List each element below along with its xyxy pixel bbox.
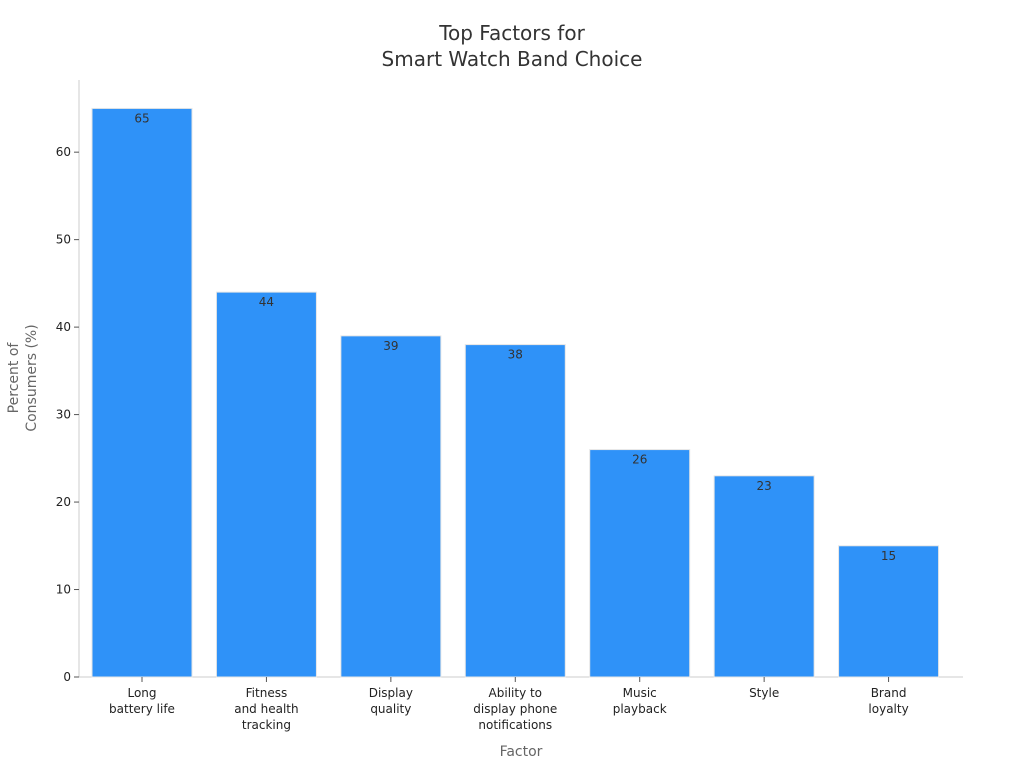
x-tick-label-line: Music xyxy=(623,686,657,700)
x-tick-label: Brand loyalty xyxy=(868,686,908,716)
bar xyxy=(838,545,940,678)
bar xyxy=(713,475,815,678)
x-tick-label-line: Long xyxy=(127,686,156,700)
x-tick-label-line: Brand xyxy=(871,686,907,700)
x-tick-label-line: Display xyxy=(369,686,413,700)
bar xyxy=(91,107,193,678)
x-tick-label: Ability to display phone notifications xyxy=(473,686,557,732)
x-tick-label-line: tracking xyxy=(242,718,291,732)
bar-data-label: 39 xyxy=(383,339,398,353)
x-tick-label: Style xyxy=(749,686,779,700)
y-tick-label: 30 xyxy=(56,408,71,422)
y-tick-label: 60 xyxy=(56,145,71,159)
bar-data-label: 15 xyxy=(881,549,896,563)
x-tick-label-line: loyalty xyxy=(868,702,908,716)
chart-title: Top Factors for Smart Watch Band Choice xyxy=(382,21,643,71)
y-tick-label: 20 xyxy=(56,495,71,509)
x-tick-label-line: quality xyxy=(370,702,411,716)
bar-data-label: 23 xyxy=(757,479,772,493)
x-tick-label-line: playback xyxy=(613,702,667,716)
y-tick-label: 10 xyxy=(56,583,71,597)
x-tick-label: Long battery life xyxy=(109,686,175,716)
y-axis-label-line: Percent of xyxy=(6,342,22,414)
x-tick-label: Fitness and health tracking xyxy=(234,686,298,732)
bar-data-label: 44 xyxy=(259,295,274,309)
bar-data-label: 38 xyxy=(508,348,523,362)
bar-data-label: 65 xyxy=(134,111,149,125)
bar xyxy=(340,335,442,678)
x-tick-label-line: and health xyxy=(234,702,298,716)
x-tick-label-line: Style xyxy=(749,686,779,700)
y-axis-label: Percent of Consumers (%) xyxy=(6,324,40,431)
x-tick-label-line: Fitness xyxy=(246,686,288,700)
x-tick-label-line: notifications xyxy=(478,718,552,732)
plot-area: 0 10 20 30 40 50 60 65 Long battery life 44 Fitness… xyxy=(56,80,963,732)
y-tick-label: 0 xyxy=(63,670,71,684)
x-tick-label-line: Ability to xyxy=(489,686,543,700)
x-tick-label-line: display phone xyxy=(473,702,557,716)
x-axis-label: Factor xyxy=(500,744,543,760)
y-axis-label-line: Consumers (%) xyxy=(24,324,40,431)
y-tick-label: 40 xyxy=(56,320,71,334)
chart-title-line: Top Factors for xyxy=(438,21,585,45)
bar xyxy=(215,291,317,678)
chart-title-line: Smart Watch Band Choice xyxy=(382,47,643,71)
y-axis-label-text: Percent of Consumers (%) xyxy=(6,324,40,431)
bar xyxy=(464,344,566,678)
x-tick-label: Display quality xyxy=(369,686,413,716)
y-tick-label: 50 xyxy=(56,233,71,247)
bar xyxy=(589,449,691,678)
bar-data-label: 26 xyxy=(632,453,647,467)
x-tick-label-line: battery life xyxy=(109,702,175,716)
x-tick-label: Music playback xyxy=(613,686,667,716)
